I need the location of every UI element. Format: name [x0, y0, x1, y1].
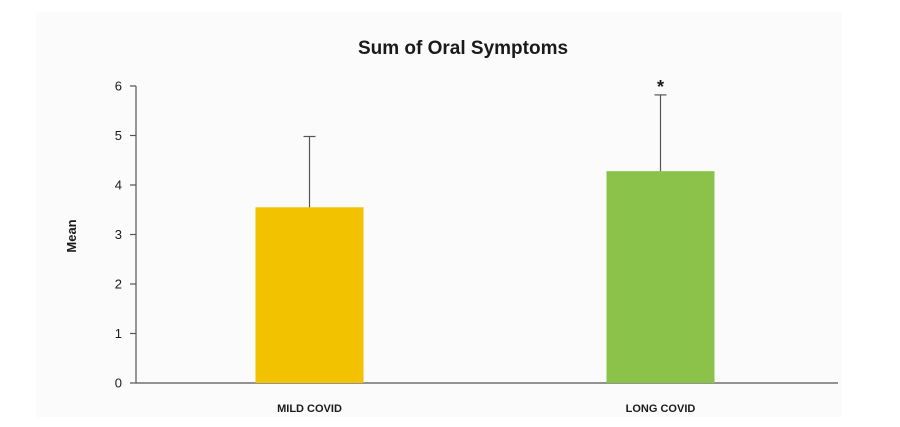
y-tick-label: 4 [115, 178, 122, 193]
y-tick-label: 0 [115, 376, 122, 391]
category-labels: MILD COVID LONG COVID [277, 403, 695, 415]
x-tick-label: LONG COVID [626, 403, 696, 415]
y-axis-label: Mean [64, 219, 79, 252]
significance-marker: * [657, 77, 664, 97]
y-tick-label: 1 [115, 326, 122, 341]
x-tick-label: MILD COVID [277, 403, 342, 415]
y-tick-label: 3 [115, 227, 122, 242]
error-bars: * [303, 77, 667, 208]
bars [255, 171, 715, 383]
y-tick-label: 6 [115, 79, 122, 94]
y-ticks: 0 1 2 3 4 5 6 [115, 79, 136, 391]
axes [135, 86, 838, 384]
bar [606, 171, 715, 383]
bar [255, 207, 364, 383]
y-tick-label: 5 [115, 128, 122, 143]
chart-title: Sum of Oral Symptoms [358, 38, 568, 59]
y-tick-label: 2 [115, 277, 122, 292]
